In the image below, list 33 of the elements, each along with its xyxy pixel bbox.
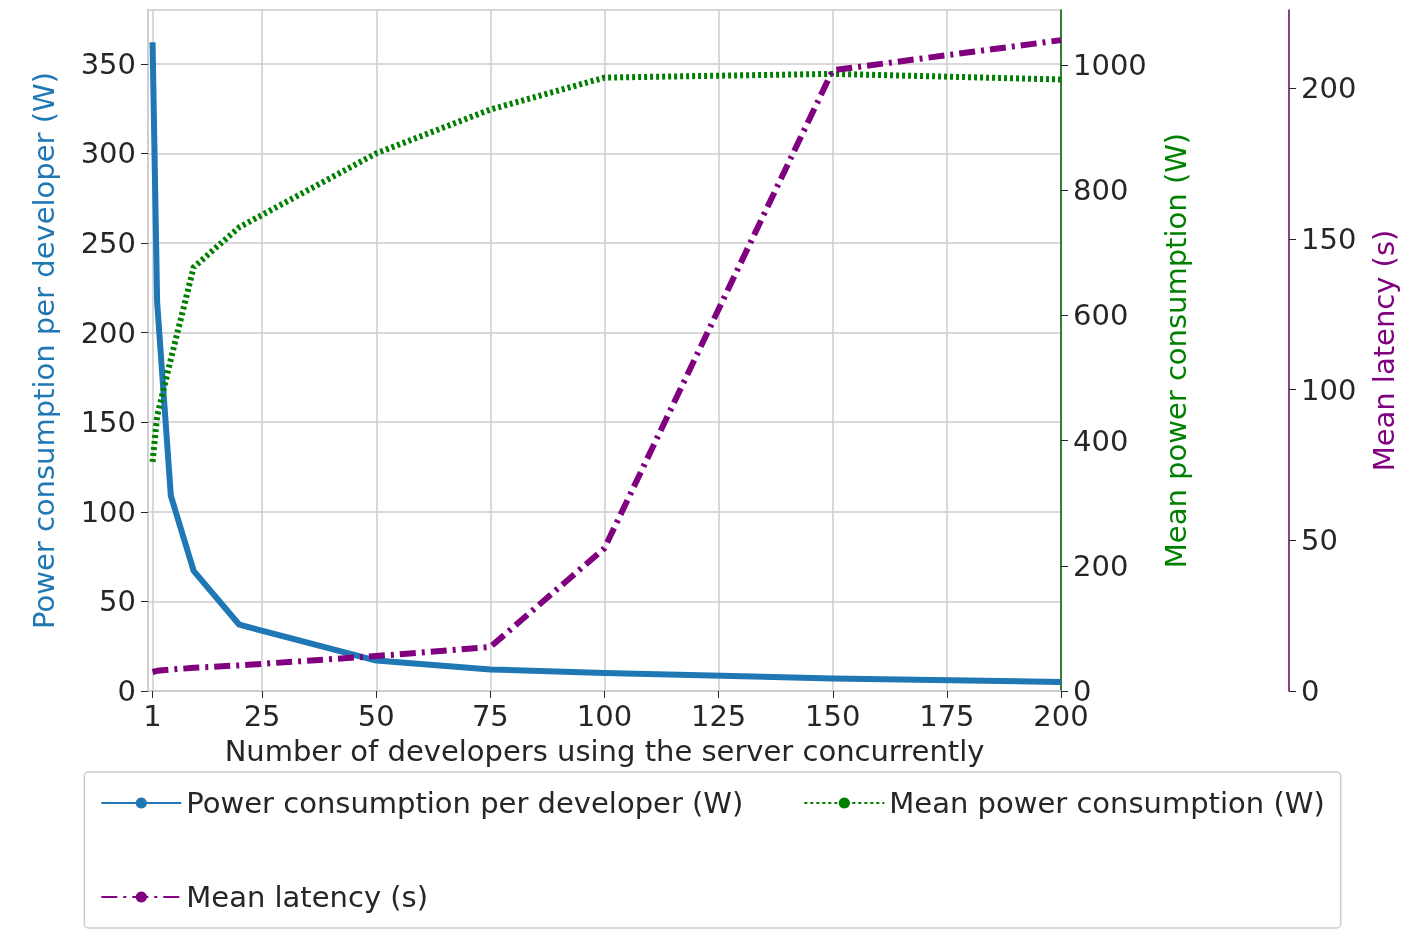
x-axis-title: Number of developers using the server concurrently — [224, 733, 985, 768]
y2-axis-title: Mean power consumption (W) — [1158, 132, 1193, 569]
y-tick-label: 150 — [80, 405, 136, 440]
x-tick-label: 150 — [805, 698, 861, 733]
x-tick-label: 25 — [243, 698, 281, 733]
y-tick-label: 50 — [99, 584, 136, 619]
y2-tick-label: 400 — [1073, 423, 1129, 458]
y3-tick-label: 100 — [1301, 372, 1357, 407]
y-axis-title: Power consumption per developer (W) — [26, 71, 61, 630]
legend-label: Mean latency (s) — [186, 880, 429, 914]
y-tick-label: 300 — [80, 136, 136, 171]
y3-tick-label: 0 — [1301, 674, 1320, 708]
y-tick-label: 0 — [117, 674, 136, 708]
y3-tick-label: 50 — [1301, 523, 1338, 558]
y2-tick-label: 800 — [1073, 173, 1129, 208]
x-tick-label: 1 — [143, 698, 162, 733]
x-tick-label: 175 — [919, 698, 975, 733]
y3-tick-label: 150 — [1301, 222, 1357, 257]
legend-label: Power consumption per developer (W) — [186, 786, 744, 820]
y-tick-label: 250 — [80, 225, 136, 260]
y2-tick-label: 600 — [1073, 298, 1129, 333]
y3-tick-label: 200 — [1301, 71, 1357, 106]
x-tick-label: 100 — [576, 698, 633, 733]
y-tick-label: 350 — [80, 46, 136, 81]
legend-label: Mean power consumption (W) — [889, 786, 1325, 820]
x-tick-label: 75 — [471, 698, 509, 733]
x-tick-label: 50 — [357, 698, 395, 733]
x-tick-label: 125 — [690, 698, 747, 733]
y3-axis-title: Mean latency (s) — [1366, 229, 1401, 472]
y-tick-label: 100 — [80, 494, 136, 529]
y2-tick-label: 200 — [1073, 548, 1129, 583]
y2-tick-label: 1000 — [1073, 48, 1147, 83]
y-tick-label: 200 — [80, 315, 136, 350]
